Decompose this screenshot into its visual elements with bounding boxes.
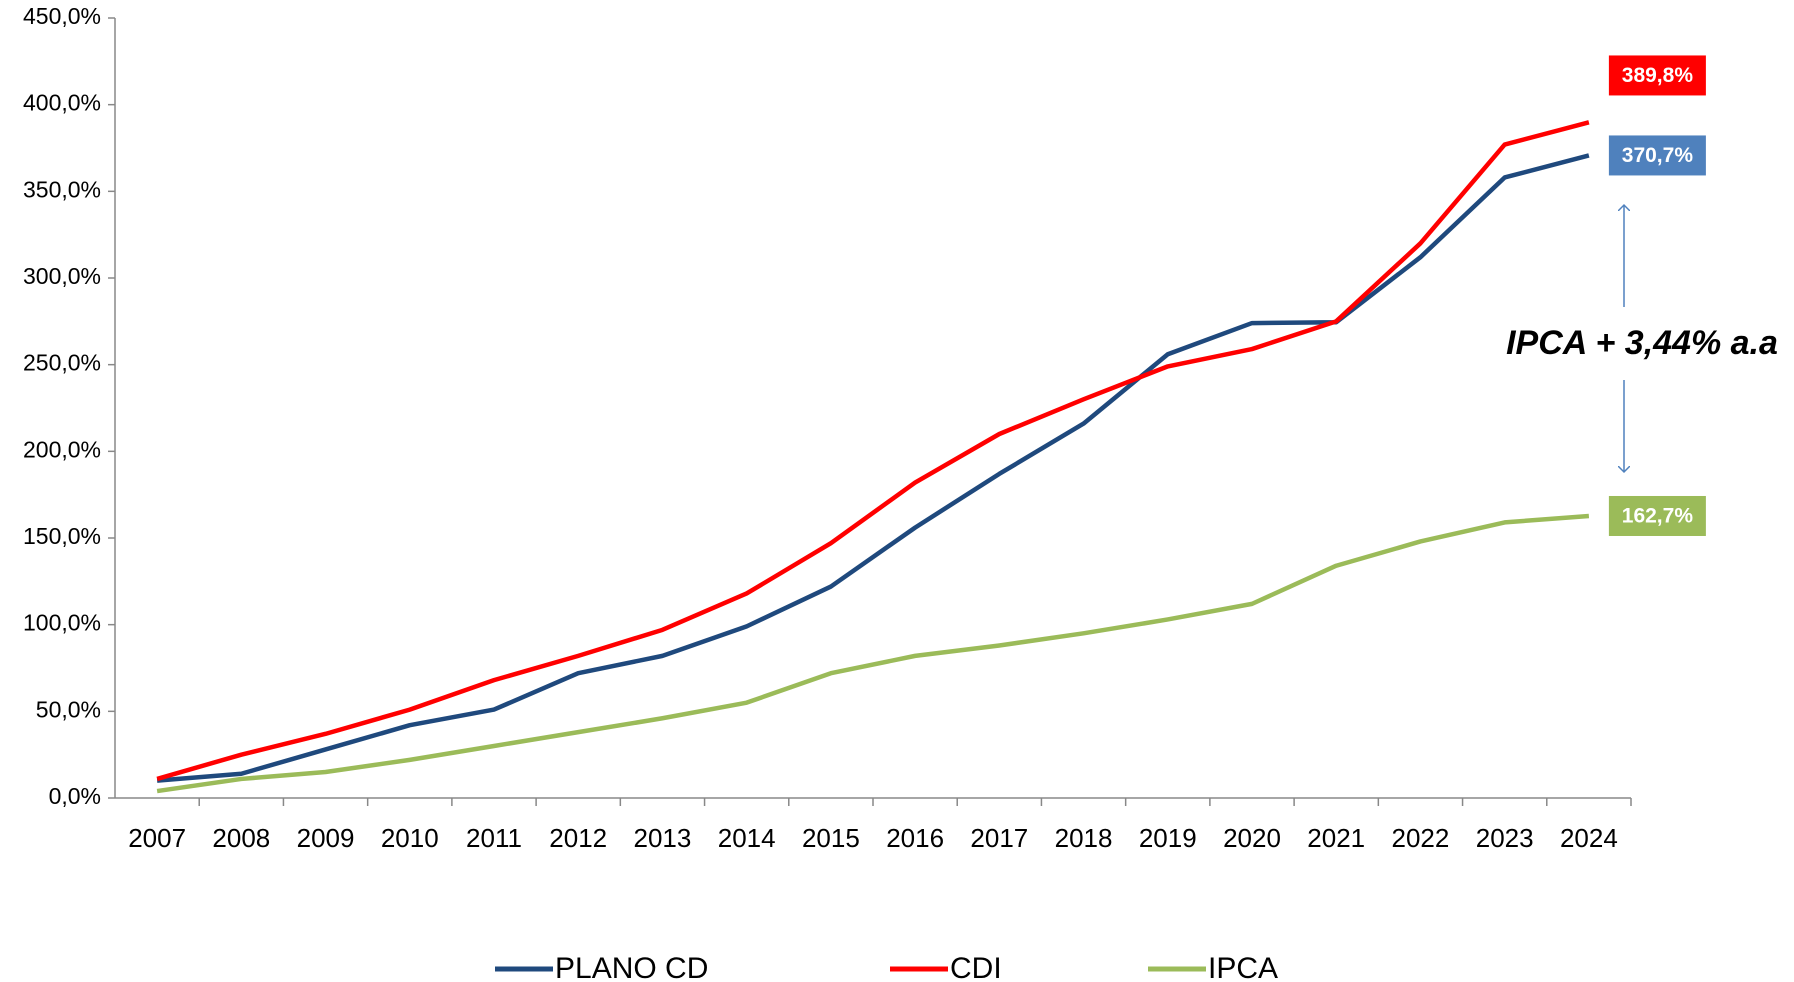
x-tick-label: 2016 xyxy=(886,823,944,853)
y-tick-label: 250,0% xyxy=(23,350,101,376)
line-series xyxy=(156,153,1590,783)
x-tick-label: 2021 xyxy=(1307,823,1365,853)
x-tick-label: 2017 xyxy=(970,823,1028,853)
y-tick-label: 100,0% xyxy=(23,610,101,636)
x-tick-label: 2008 xyxy=(212,823,270,853)
y-tick-label: 450,0% xyxy=(23,3,101,29)
y-tick-label: 400,0% xyxy=(23,90,101,116)
y-tick-label: 200,0% xyxy=(23,436,101,462)
x-tick-label: 2018 xyxy=(1055,823,1113,853)
x-tick-label: 2015 xyxy=(802,823,860,853)
annotation: IPCA + 3,44% a.a xyxy=(1506,324,1778,362)
legend-label: IPCA xyxy=(1208,952,1278,982)
value-label: 370,7% xyxy=(1622,144,1694,167)
value-label-box xyxy=(1608,495,1706,536)
line-series xyxy=(156,120,1590,782)
value-label-box xyxy=(1608,55,1706,96)
y-tick-label: 50,0% xyxy=(36,696,101,722)
x-tick-label: 2011 xyxy=(466,823,522,853)
y-tick-label: 350,0% xyxy=(23,176,101,202)
y-tick-label: 300,0% xyxy=(23,263,101,289)
x-tick-label: 2022 xyxy=(1392,823,1450,853)
legend-label: CDI xyxy=(950,952,1002,982)
y-tick-label: 150,0% xyxy=(23,523,101,549)
legend-label: PLANO CD xyxy=(555,952,708,982)
x-tick-label: 2010 xyxy=(381,823,439,853)
x-tick-label: 2013 xyxy=(634,823,692,853)
x-tick-label: 2009 xyxy=(297,823,355,853)
value-label-box xyxy=(1608,135,1706,176)
x-tick-label: 2023 xyxy=(1476,823,1534,853)
x-tick-label: 2019 xyxy=(1139,823,1197,853)
x-tick-label: 2020 xyxy=(1223,823,1281,853)
x-tick-label: 2007 xyxy=(128,823,186,853)
value-label: 162,7% xyxy=(1622,505,1694,528)
x-tick-label: 2012 xyxy=(549,823,607,853)
x-tick-label: 2014 xyxy=(718,823,776,853)
x-tick-label: 2024 xyxy=(1560,823,1618,853)
value-label: 389,8% xyxy=(1622,64,1694,87)
y-tick-label: 0,0% xyxy=(49,783,101,809)
line-series xyxy=(156,513,1590,794)
